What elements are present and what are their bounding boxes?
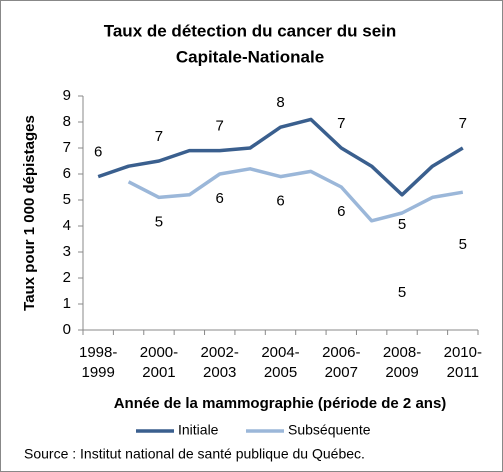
data-label: 5 — [398, 284, 406, 301]
source: Source : Institut national de santé publ… — [24, 446, 365, 462]
data-label: 8 — [276, 94, 284, 111]
data-label: 7 — [337, 115, 345, 132]
data-label: 6 — [337, 203, 345, 220]
y-tick-label: 3 — [63, 243, 71, 260]
y-tick-label: 9 — [63, 87, 71, 104]
x-tick-label: 2000-2001 — [140, 344, 178, 381]
data-label: 7 — [216, 118, 224, 135]
x-tick-label: 2002-2003 — [201, 344, 239, 381]
y-tick-label: 1 — [63, 295, 71, 312]
data-label: 6 — [276, 193, 284, 210]
y-tick-label: 2 — [63, 269, 71, 286]
data-label: 6 — [94, 144, 102, 161]
y-tick-label: 6 — [63, 165, 71, 182]
chart-title: Taux de détection du cancer du sein — [104, 21, 397, 40]
data-label: 7 — [459, 115, 467, 132]
series-line — [127, 167, 464, 223]
legend-label: Initiale — [178, 422, 219, 438]
x-tick-label: 2006-2007 — [322, 344, 360, 381]
data-label: 5 — [398, 216, 406, 233]
data-label: 5 — [155, 213, 163, 230]
data-label: 7 — [155, 128, 163, 145]
x-tick-label: 2010-2011 — [444, 344, 482, 381]
chart-title: Capitale-Nationale — [176, 47, 324, 66]
x-tick-label: 2008-2009 — [383, 344, 421, 381]
y-tick-label: 0 — [63, 321, 71, 338]
series-line — [97, 117, 464, 197]
data-label: 5 — [459, 236, 467, 253]
y-tick-label: 4 — [63, 217, 71, 234]
x-tick-label: 1998-1999 — [79, 344, 117, 381]
y-axis-title: Taux pour 1 000 dépistages — [21, 115, 38, 311]
y-tick-label: 8 — [63, 113, 71, 130]
legend-label: Subséquente — [288, 422, 371, 438]
x-axis-title: Année de la mammographie (période de 2 a… — [114, 395, 447, 412]
y-tick-label: 5 — [63, 191, 71, 208]
y-tick-label: 7 — [63, 139, 71, 156]
data-label: 6 — [216, 190, 224, 207]
x-tick-label: 2004-2005 — [261, 344, 299, 381]
